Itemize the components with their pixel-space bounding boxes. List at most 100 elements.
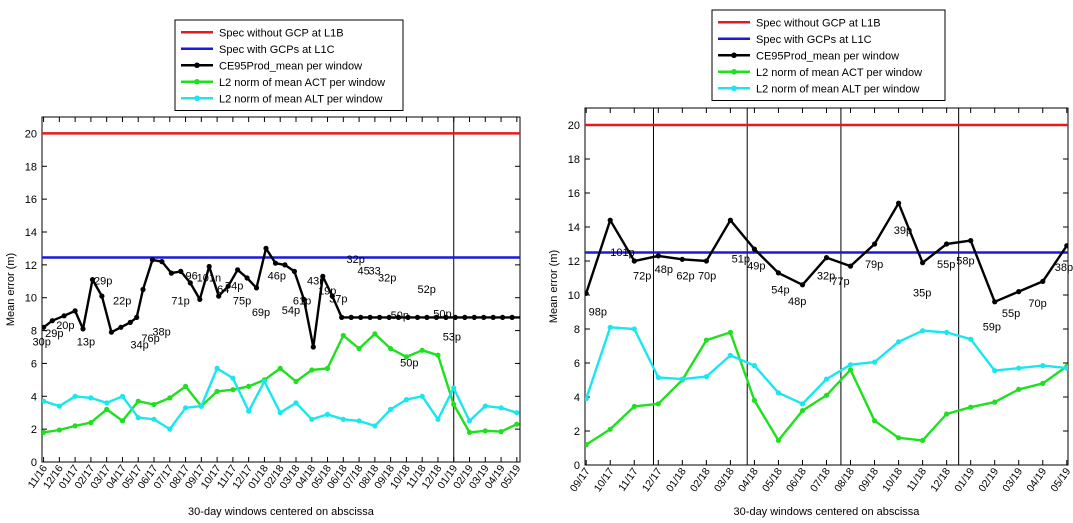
plot-area	[584, 107, 1069, 466]
series-4-point	[920, 437, 926, 443]
x-tick-label: 05/19	[1048, 466, 1073, 495]
count-label: 38p	[152, 327, 170, 339]
series-3-point	[395, 314, 402, 320]
count-label: 79p	[865, 259, 883, 271]
legend-label: Spec without GCP at L1B	[219, 27, 344, 39]
legend-marker	[194, 95, 200, 102]
legend-label: Spec without GCP at L1B	[756, 17, 881, 29]
series-3-point	[471, 314, 477, 320]
series-3-point	[414, 314, 421, 320]
series-4-point	[324, 365, 331, 371]
series-5-point	[727, 352, 734, 358]
series-3-point	[61, 313, 67, 319]
legend-marker	[194, 62, 200, 69]
x-tick-label: 05/18	[760, 466, 785, 495]
y-tick-label: 2	[574, 426, 580, 438]
series-4-point	[435, 352, 441, 358]
series-5-point	[135, 415, 141, 421]
series-4-point	[703, 337, 710, 343]
legend-marker	[194, 78, 200, 85]
count-label: 13p	[77, 336, 95, 348]
count-label: 33	[369, 266, 381, 278]
series-4-point	[151, 401, 157, 408]
series-4-point	[293, 378, 299, 385]
series-5-point	[896, 339, 902, 345]
legend-label: Spec with GCPs at L1C	[219, 44, 335, 56]
series-5-point	[42, 398, 47, 404]
legend-marker	[731, 85, 737, 92]
series-group	[42, 132, 520, 435]
series-3-point	[118, 324, 124, 330]
series-5-point	[309, 416, 315, 422]
count-label: 37p	[329, 294, 347, 306]
series-4-point	[388, 346, 394, 352]
series-4-point	[751, 397, 758, 403]
y-tick-label: 0	[31, 457, 37, 469]
chart-panel-1: 0246810121416182011/1612/1601/1702/1703/…	[5, 19, 523, 518]
series-5-point	[88, 395, 94, 401]
series-5-point	[920, 328, 926, 334]
series-5-point	[277, 410, 283, 416]
count-label: 45	[358, 266, 370, 278]
series-5-point	[56, 403, 63, 409]
count-label: 20p	[56, 320, 74, 332]
series-5-point	[944, 329, 950, 335]
series-4-point	[309, 367, 315, 373]
series-3-point	[42, 324, 47, 330]
series-3-point	[655, 253, 661, 259]
legend-box	[711, 9, 946, 101]
series-3-point	[244, 275, 250, 281]
series-3-point	[896, 200, 902, 206]
series-5-point	[104, 400, 110, 406]
x-tick-label: 09/18	[856, 466, 881, 495]
count-label: 19p	[318, 285, 336, 297]
series-4-point	[419, 347, 425, 353]
x-axis-label: 30-day windows centered on abscissa	[734, 506, 921, 518]
count-label: 30p	[33, 336, 51, 348]
legend-label: L2 norm of mean ALT per window	[219, 93, 383, 105]
count-label: 50p	[391, 310, 409, 322]
series-4-point	[847, 367, 854, 373]
series-3-point	[127, 319, 133, 325]
series-3-point	[235, 267, 241, 273]
count-label: 76p	[141, 333, 159, 345]
x-tick-label: 12/17	[640, 466, 665, 495]
x-tick-label: 04/18	[736, 466, 761, 495]
count-label: 70p	[698, 271, 716, 283]
y-tick-label: 4	[574, 392, 580, 404]
series-5-point	[167, 426, 173, 432]
series-group	[585, 123, 1068, 448]
count-label: 43r	[307, 276, 323, 288]
series-5-point	[466, 418, 473, 424]
count-label: 32p	[378, 272, 396, 284]
series-3-point	[1040, 278, 1046, 284]
y-tick-label: 18	[25, 161, 37, 173]
x-tick-label: 01/18	[664, 466, 689, 495]
series-4-point	[872, 418, 878, 424]
series-5-point	[451, 385, 457, 391]
series-5-point	[655, 374, 661, 380]
series-3-point	[225, 283, 231, 289]
series-4-point	[968, 404, 974, 410]
series-3-point	[178, 268, 184, 274]
x-tick-label: 04/19	[1024, 466, 1049, 495]
series-3-point	[367, 314, 373, 320]
series-5-point	[498, 405, 504, 411]
series-4-point	[340, 332, 346, 339]
count-label: 48p	[788, 296, 806, 308]
series-5-point	[1064, 365, 1068, 371]
series-5-point	[324, 411, 331, 417]
y-tick-label: 6	[574, 358, 580, 370]
count-label: 29p	[45, 328, 63, 340]
series-5-point	[119, 393, 126, 399]
x-tick-label: 02/19	[976, 466, 1001, 495]
series-5-point	[631, 326, 637, 332]
series-3-point	[703, 258, 710, 264]
series-5-point	[198, 403, 204, 409]
count-label: 55p	[1002, 308, 1020, 320]
series-4-point	[72, 423, 78, 429]
count-label: 59p	[983, 322, 1001, 334]
series-4-point	[88, 420, 94, 426]
